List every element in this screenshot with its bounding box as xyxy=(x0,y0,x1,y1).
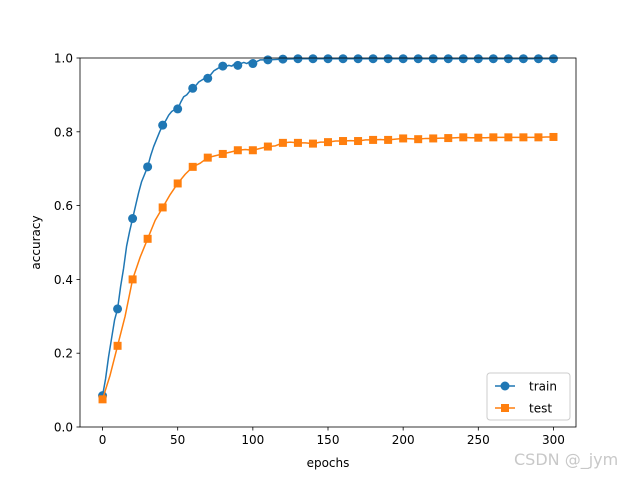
data-point-test xyxy=(519,133,528,142)
data-point-train xyxy=(308,54,318,64)
data-point-train xyxy=(203,73,213,83)
data-point-train xyxy=(383,54,393,64)
data-point-test xyxy=(128,275,137,284)
data-point-test xyxy=(218,149,227,158)
series-layer xyxy=(98,54,558,404)
data-point-train xyxy=(488,54,498,64)
data-point-test xyxy=(354,137,363,146)
data-point-test xyxy=(384,135,393,144)
data-point-train xyxy=(173,104,183,114)
x-tick-label: 0 xyxy=(99,433,107,447)
data-point-train xyxy=(443,54,453,64)
data-point-train xyxy=(518,54,528,64)
data-point-test xyxy=(233,146,242,155)
data-point-test xyxy=(308,139,317,148)
legend-label: test xyxy=(529,402,552,416)
data-point-test xyxy=(263,142,272,151)
y-tick-label: 0.4 xyxy=(54,273,73,287)
x-tick-label: 250 xyxy=(467,433,490,447)
series-train xyxy=(98,54,558,401)
data-point-train xyxy=(233,60,243,70)
data-point-train xyxy=(293,54,303,64)
data-point-train xyxy=(398,54,408,64)
data-point-train xyxy=(218,61,228,71)
series-test xyxy=(98,132,558,404)
axes-layer: 0 50 100 150 200 250 300 0.0 0.2 0.4 0.6 0.8 1.0 xyxy=(54,52,577,447)
data-point-test xyxy=(504,133,513,142)
data-point-test xyxy=(534,133,543,142)
data-point-train xyxy=(263,55,273,65)
data-point-test xyxy=(203,153,212,162)
data-point-test xyxy=(444,134,453,143)
data-point-test xyxy=(278,138,287,147)
x-axis-label: epochs xyxy=(307,456,350,470)
legend-swatch-marker xyxy=(501,404,509,412)
data-point-train xyxy=(113,304,123,314)
y-tick-label: 0.6 xyxy=(54,199,73,213)
data-point-test xyxy=(549,132,558,141)
data-point-test xyxy=(339,137,348,146)
data-point-train xyxy=(158,120,168,130)
data-point-train xyxy=(428,54,438,64)
x-tick-label: 150 xyxy=(317,433,340,447)
plot-background xyxy=(80,58,576,427)
x-tick-label: 50 xyxy=(170,433,185,447)
data-point-train xyxy=(188,83,198,93)
data-point-test xyxy=(474,133,483,142)
data-point-train xyxy=(278,54,288,64)
data-point-test xyxy=(98,395,107,404)
data-point-train xyxy=(533,54,543,64)
data-point-train xyxy=(413,54,423,64)
y-axis-label: accuracy xyxy=(29,215,43,269)
data-point-test xyxy=(324,138,332,147)
data-point-train xyxy=(143,162,153,172)
legend-swatch-marker xyxy=(500,381,510,391)
y-tick-label: 1.0 xyxy=(54,52,73,66)
y-tick-label: 0.2 xyxy=(54,347,73,361)
legend-label: train xyxy=(529,380,557,394)
data-point-test xyxy=(173,179,182,188)
data-point-train xyxy=(503,54,513,64)
data-point-test xyxy=(369,135,378,144)
data-point-train xyxy=(473,54,483,64)
data-point-train xyxy=(128,214,138,224)
data-point-test xyxy=(489,133,498,142)
data-point-test xyxy=(459,133,468,142)
data-point-train xyxy=(323,54,333,64)
x-tick-label: 300 xyxy=(542,433,565,447)
x-tick-label: 100 xyxy=(241,433,264,447)
data-point-test xyxy=(143,234,152,243)
data-point-test xyxy=(414,135,423,144)
data-point-train xyxy=(248,59,258,69)
data-point-train xyxy=(338,54,348,64)
data-point-test xyxy=(158,203,167,212)
data-point-test xyxy=(188,162,197,171)
data-point-train xyxy=(368,54,378,64)
legend: train test xyxy=(486,372,571,421)
data-point-train xyxy=(548,54,558,64)
data-point-train xyxy=(458,54,468,64)
legend-item-train: train xyxy=(495,380,557,394)
data-point-test xyxy=(429,134,438,143)
watermark: CSDN @_jym xyxy=(514,450,619,469)
x-tick-label: 200 xyxy=(392,433,415,447)
legend-item-test: test xyxy=(495,402,552,416)
y-tick-label: 0.8 xyxy=(54,125,73,139)
data-point-test xyxy=(399,134,408,143)
data-point-test xyxy=(113,341,122,350)
data-point-train xyxy=(353,54,363,64)
data-point-test xyxy=(293,138,302,147)
y-tick-label: 0.0 xyxy=(54,421,73,435)
data-point-test xyxy=(248,146,257,155)
